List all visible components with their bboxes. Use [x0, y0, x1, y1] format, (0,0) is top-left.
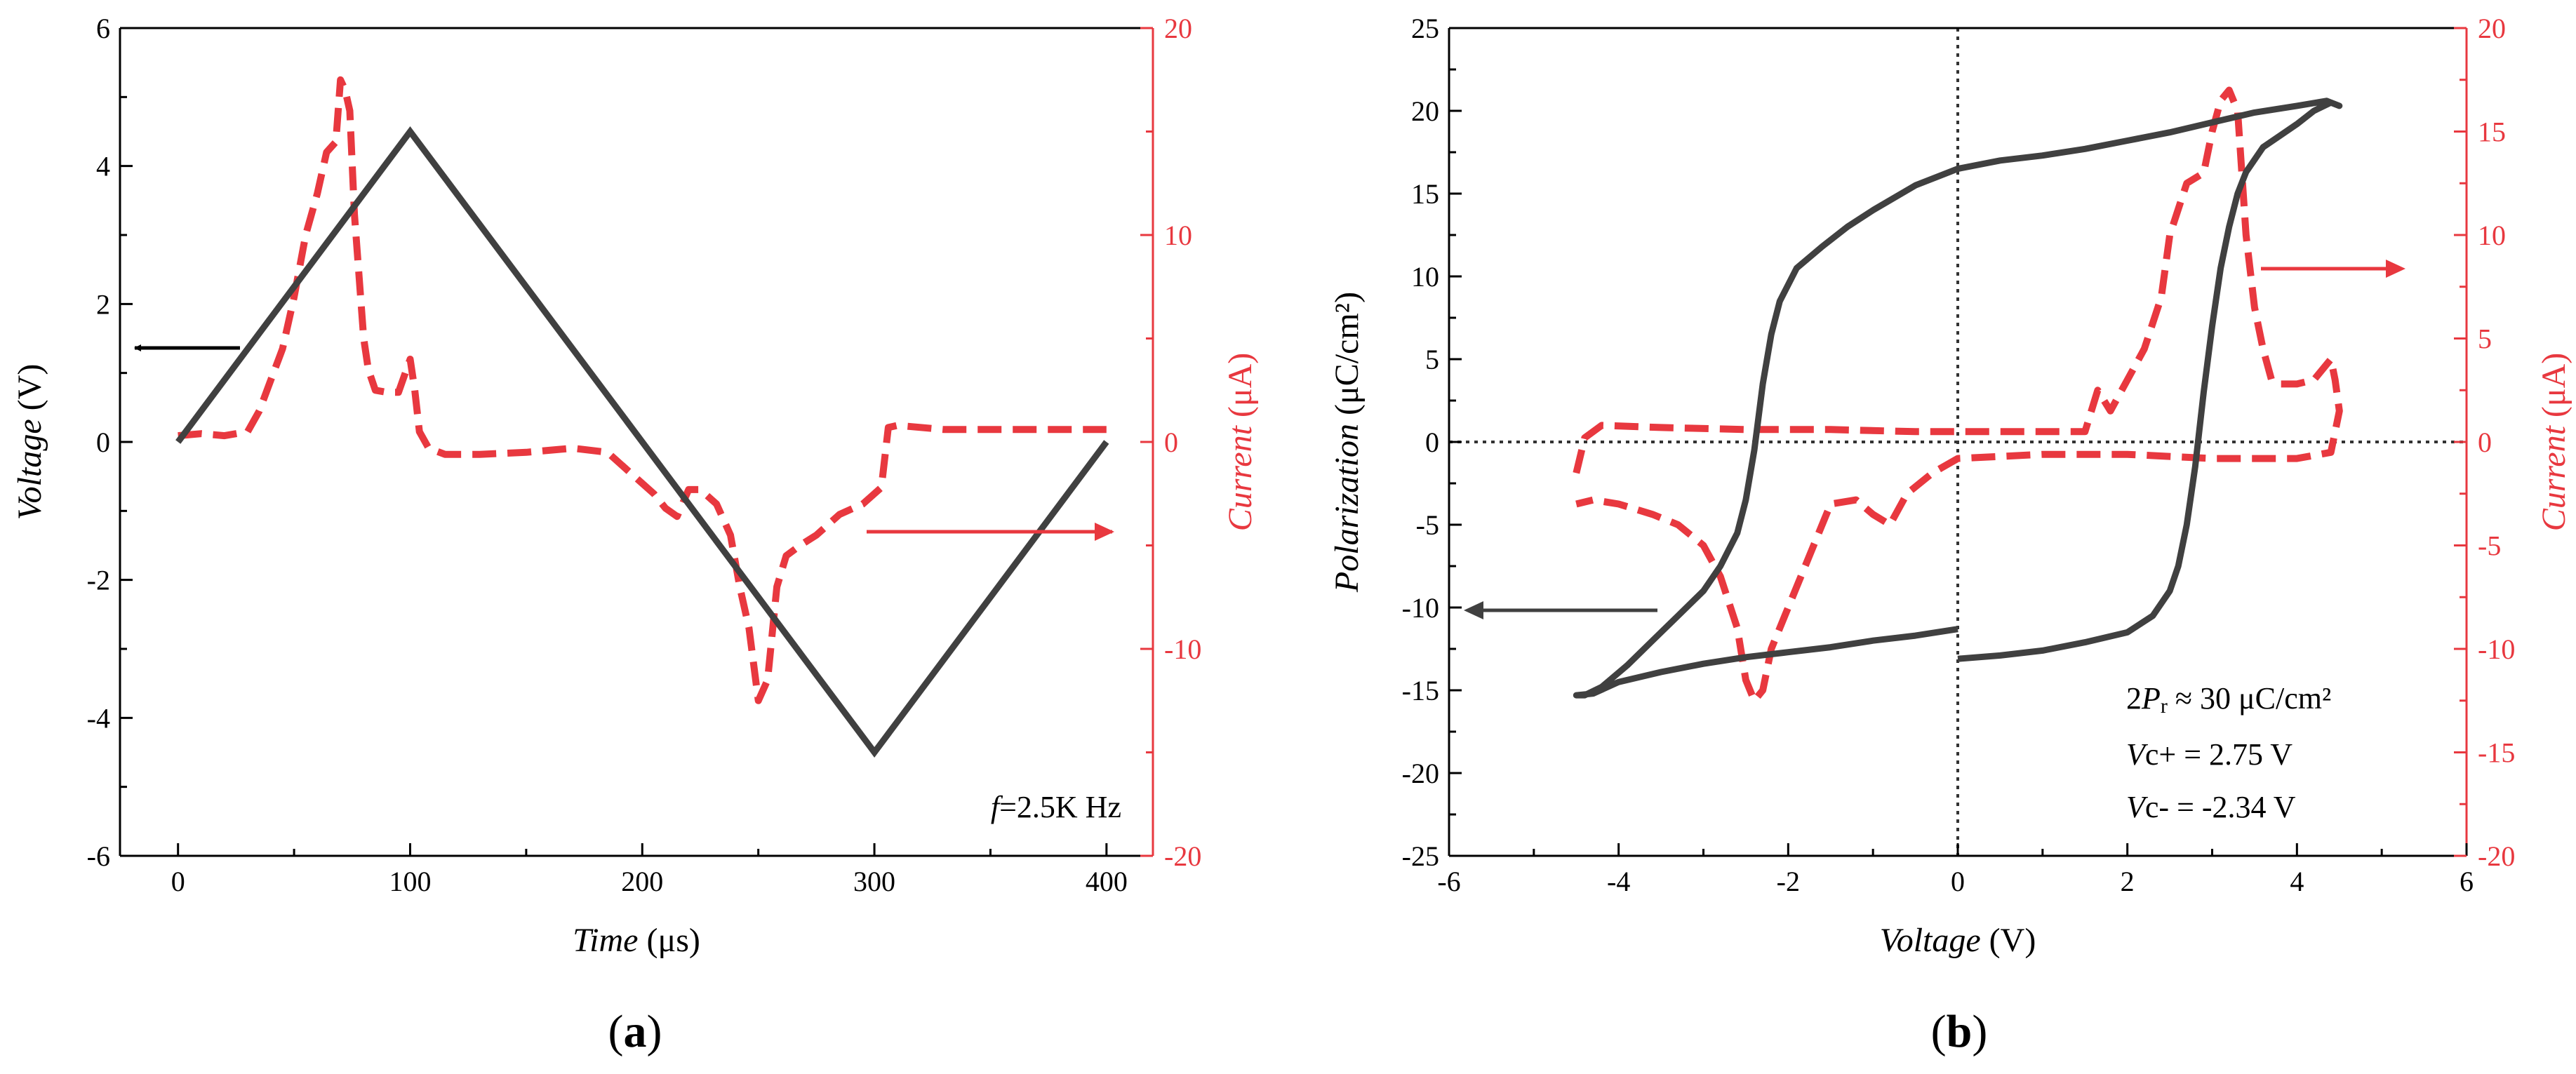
panel-b-coercive-voltage-negative-annotation: Vc- = -2.34 V — [2126, 790, 2296, 824]
panel-a-current-arrow-head — [1095, 523, 1114, 541]
panel-b-current-series-line — [1573, 86, 2343, 704]
panel-a-y-tick-label: 2 — [96, 288, 110, 320]
panel-a-y2-tick-label: 0 — [1164, 427, 1178, 458]
panel-b-y-tick-label: -20 — [1402, 758, 1439, 789]
panel-b-y2-tick-label: 5 — [2478, 323, 2492, 355]
panel-b-y-tick-label: 10 — [1411, 261, 1439, 293]
panel-b-y2-tick-label: 10 — [2478, 220, 2506, 251]
panel-b-x-tick-label: 2 — [2121, 866, 2135, 897]
panel-b-y-tick-label: -10 — [1402, 592, 1439, 624]
panel-b-x-axis-title: Voltage (V) — [1880, 922, 2036, 959]
panel-b-label: (b) — [1931, 1006, 1988, 1057]
panel-a-y-tick-label: -2 — [87, 565, 110, 596]
panel-b-y2-tick-label: -5 — [2478, 530, 2501, 562]
panel-a-y2-tick-label: -20 — [1164, 840, 1201, 872]
panel-a-y2-axis-title: Current (μA) — [1222, 353, 1259, 532]
panel-b-y2-tick-label: 20 — [2478, 13, 2506, 44]
panel-b: -6 -4 -2 0 2 4 6-25-20-15-10-50510152025-20-15… — [1328, 13, 2572, 1057]
panel-b-current-arrow-head — [2386, 260, 2405, 278]
panel-a-x-tick-label: 0 — [171, 866, 185, 897]
panel-b-y-tick-label: -5 — [1416, 509, 1439, 541]
panel-b-ticks: -6 -4 -2 0 2 4 6-25-20-15-10-50510152025-20-15… — [1402, 13, 2516, 897]
panel-b-y2-tick-label: 15 — [2478, 116, 2506, 148]
panel-a-y-tick-label: 6 — [96, 13, 110, 44]
panel-b-coercive-voltage-positive-annotation: Vc+ = 2.75 V — [2126, 737, 2293, 772]
panel-a-y2-tick-label: 10 — [1164, 220, 1192, 251]
panel-a-x-axis-title: Time (μs) — [573, 922, 700, 959]
panel-b-y2-tick-label: -15 — [2478, 737, 2515, 769]
panel-b-y2-tick-label: 0 — [2478, 427, 2492, 458]
panel-a-y-tick-label: 4 — [96, 151, 110, 182]
panel-b-y-axis-title: Polarization (μC/cm²) — [1328, 292, 1366, 593]
panel-b-x-tick-label: 6 — [2460, 866, 2474, 897]
panel-b-y2-tick-label: -20 — [2478, 840, 2515, 872]
panel-b-x-tick-label: -2 — [1777, 866, 1800, 897]
panel-a-label: (a) — [608, 1006, 662, 1057]
panel-a-x-tick-label: 100 — [389, 866, 431, 897]
panel-a-y-axis-title: Voltage (V) — [11, 364, 48, 521]
panel-b-y-tick-label: 0 — [1425, 427, 1439, 458]
panel-b-y-tick-label: -15 — [1402, 675, 1439, 706]
panel-b-x-tick-label: 4 — [2290, 866, 2304, 897]
panel-b-polarization-series-line — [1573, 98, 2343, 699]
panel-b-y-tick-label: 15 — [1411, 178, 1439, 210]
panel-b-y-tick-label: -25 — [1402, 840, 1439, 872]
panel-b-polarization-arrow-head — [1464, 601, 1483, 619]
panel-b-x-tick-label: 0 — [1951, 866, 1965, 897]
panel-b-y-tick-label: 5 — [1425, 344, 1439, 375]
panel-b-x-tick-label: -4 — [1607, 866, 1630, 897]
panel-a-y-tick-label: 0 — [96, 427, 110, 458]
panel-b-y-tick-label: 20 — [1411, 95, 1439, 127]
panel-a-x-tick-label: 200 — [621, 866, 663, 897]
panel-a-current-series-line — [178, 76, 1107, 704]
panel-b-remanent-polarization-annotation: 2Pr ≈ 30 μC/cm² — [2126, 681, 2331, 718]
panel-a-y2-tick-label: 20 — [1164, 13, 1192, 44]
panel-a-x-tick-label: 300 — [853, 866, 895, 897]
panel-b-y-tick-label: 25 — [1411, 13, 1439, 44]
panel-a-y-tick-label: -6 — [87, 840, 110, 872]
panel-a-y2-tick-label: -10 — [1164, 633, 1201, 665]
panel-b-y2-tick-label: -10 — [2478, 633, 2515, 665]
panel-b-x-tick-label: -6 — [1437, 866, 1460, 897]
panel-a-y-tick-label: -4 — [87, 702, 110, 734]
panel-a-x-tick-label: 400 — [1086, 866, 1128, 897]
panel-a-frequency-annotation: f=2.5K Hz — [991, 790, 1121, 824]
panel-a-voltage-series-line — [175, 126, 1109, 758]
panel-b-y2-axis-title: Current (μA) — [2535, 353, 2572, 532]
